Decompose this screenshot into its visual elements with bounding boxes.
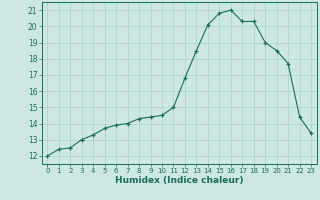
X-axis label: Humidex (Indice chaleur): Humidex (Indice chaleur) — [115, 176, 244, 185]
